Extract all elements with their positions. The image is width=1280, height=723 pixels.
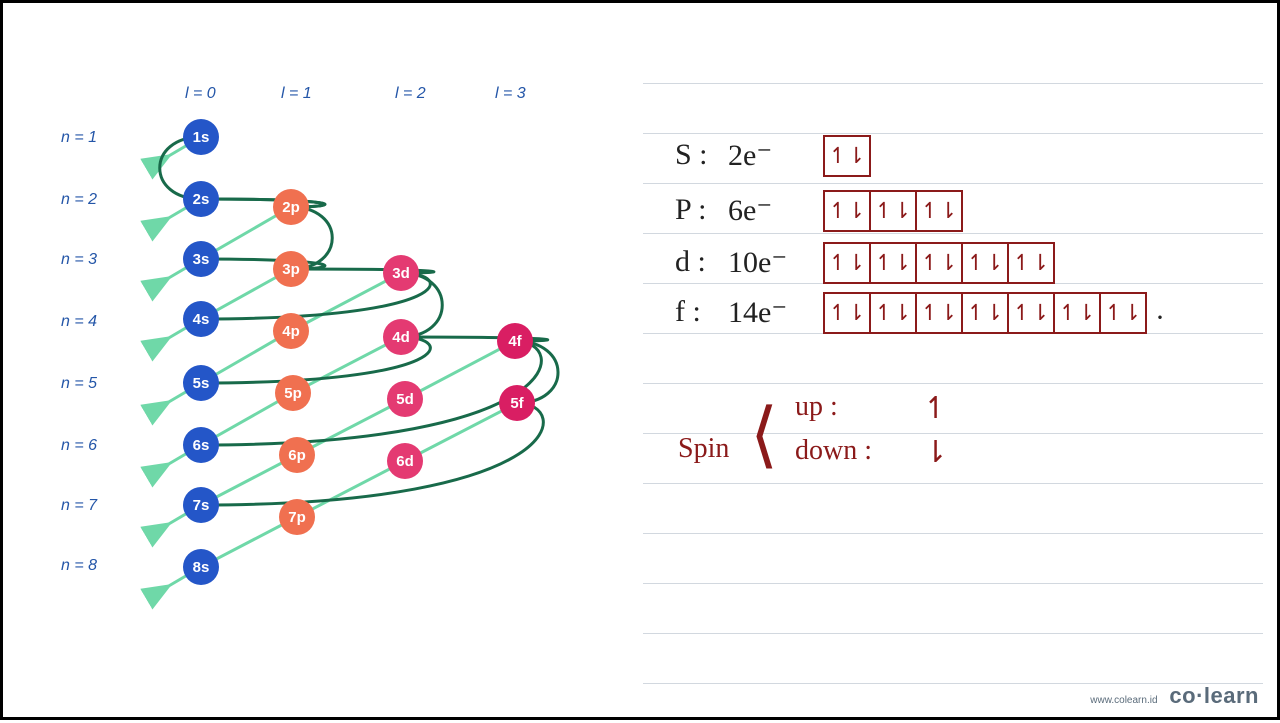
orbital-box: ↿⇂ [915, 292, 963, 334]
aufbau-diagram: l = 0l = 1l = 2l = 3 n = 1n = 2n = 3n = … [3, 3, 623, 723]
orbital-box: ↿⇂ [961, 292, 1009, 334]
spin-down_symbol: ⇂ [923, 435, 948, 470]
orbital-box: ↿⇂ [823, 292, 871, 334]
orbital-box: ↿⇂ [1053, 292, 1101, 334]
orbital-7s: 7s [183, 487, 219, 523]
orbital-box: ↿⇂ [869, 292, 917, 334]
orbital-box: ↿⇂ [869, 190, 917, 232]
orbital-7p: 7p [279, 499, 315, 535]
spin-down_label: down : [795, 435, 872, 467]
orbital-box: ↿⇂ [1099, 292, 1147, 334]
watermark-url: www.colearn.id [1090, 695, 1157, 706]
orbital-5f: 5f [499, 385, 535, 421]
spin-up_label: up : [795, 391, 838, 423]
paper-line [643, 483, 1263, 484]
orbital-2p: 2p [273, 189, 309, 225]
paper-line [643, 433, 1263, 434]
orbital-2s: 2s [183, 181, 219, 217]
orbital-5d: 5d [387, 381, 423, 417]
subshell-label: d : [675, 245, 706, 279]
brace: ⟨ [750, 405, 778, 465]
orbital-box: ↿⇂ [869, 242, 917, 284]
orbital-box: ↿⇂ [823, 242, 871, 284]
orbital-box: ↿⇂ [961, 242, 1009, 284]
orbital-6d: 6d [387, 443, 423, 479]
subshell-label: S : [675, 138, 708, 172]
orbital-box-group: ↿⇂↿⇂↿⇂ [823, 190, 961, 232]
subshell-electrons: 10e⁻ [728, 245, 787, 280]
orbital-3d: 3d [383, 255, 419, 291]
watermark: www.colearn.id co·learn [1090, 683, 1259, 709]
subshell-electrons: 14e⁻ [728, 295, 787, 330]
orbital-4d: 4d [383, 319, 419, 355]
orbital-4f: 4f [497, 323, 533, 359]
orbital-box: ↿⇂ [915, 190, 963, 232]
orbital-box-group: ↿⇂ [823, 135, 869, 177]
orbital-1s: 1s [183, 119, 219, 155]
paper-line [643, 633, 1263, 634]
orbital-box: ↿⇂ [915, 242, 963, 284]
paper-line [643, 83, 1263, 84]
subshell-label: f : [675, 295, 701, 329]
orbital-8s: 8s [183, 549, 219, 585]
watermark-brand: co·learn [1169, 683, 1259, 708]
orbital-4s: 4s [183, 301, 219, 337]
paper-line [643, 133, 1263, 134]
orbital-5p: 5p [275, 375, 311, 411]
paper-line [643, 383, 1263, 384]
orbital-box: ↿⇂ [1007, 242, 1055, 284]
orbital-box: ↿⇂ [823, 135, 871, 177]
orbital-5s: 5s [183, 365, 219, 401]
orbital-box-group: ↿⇂↿⇂↿⇂↿⇂↿⇂ [823, 242, 1053, 284]
paper-line [643, 183, 1263, 184]
subshell-electrons: 2e⁻ [728, 138, 772, 173]
spin-up_symbol: ↿ [923, 391, 948, 426]
trailing-dot: · [1155, 301, 1165, 335]
orbital-box: ↿⇂ [1007, 292, 1055, 334]
paper-line [643, 533, 1263, 534]
subshell-electrons: 6e⁻ [728, 193, 772, 228]
paper-line [643, 583, 1263, 584]
notes-panel: S :2e⁻↿⇂P :6e⁻↿⇂↿⇂↿⇂d :10e⁻↿⇂↿⇂↿⇂↿⇂↿⇂f :… [643, 3, 1263, 723]
subshell-label: P : [675, 193, 706, 227]
orbital-3p: 3p [273, 251, 309, 287]
orbital-6p: 6p [279, 437, 315, 473]
orbital-3s: 3s [183, 241, 219, 277]
path-lines [3, 3, 623, 723]
paper-line [643, 233, 1263, 234]
orbital-6s: 6s [183, 427, 219, 463]
orbital-4p: 4p [273, 313, 309, 349]
orbital-box-group: ↿⇂↿⇂↿⇂↿⇂↿⇂↿⇂↿⇂ [823, 292, 1145, 334]
orbital-box: ↿⇂ [823, 190, 871, 232]
spin-title: Spin [678, 433, 729, 465]
